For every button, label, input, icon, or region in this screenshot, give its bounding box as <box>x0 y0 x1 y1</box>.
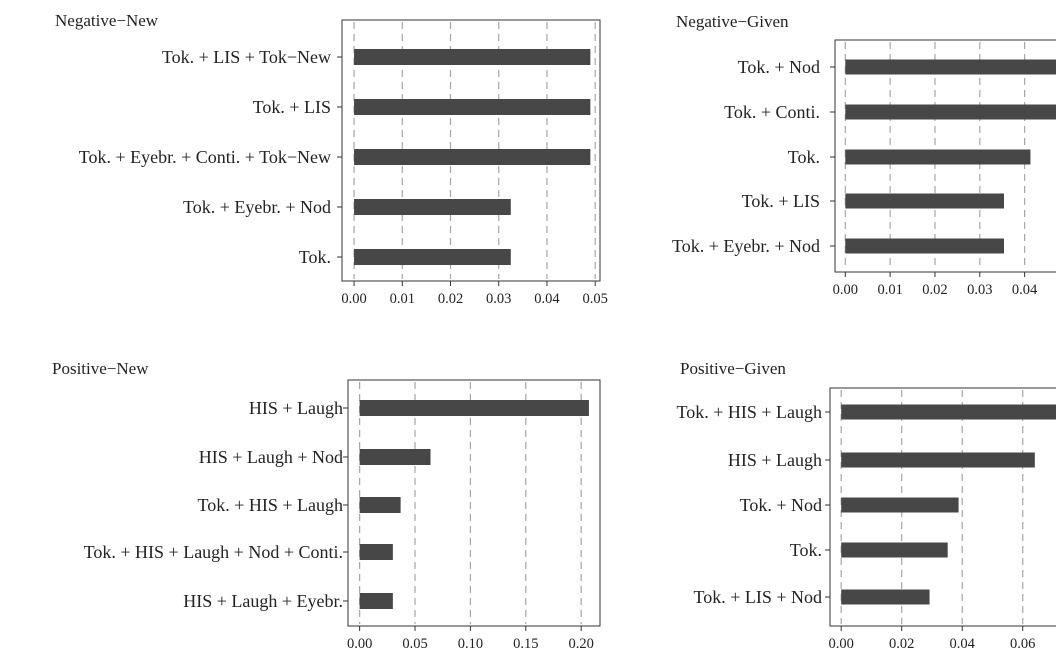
bar <box>841 589 930 605</box>
category-label: Tok. + HIS + Laugh + Nod + Conti. <box>84 542 343 562</box>
x-tick-label: 0.20 <box>568 636 593 652</box>
chart-title: Negative−New <box>55 11 159 30</box>
category-label: Tok. + Conti. <box>724 102 820 122</box>
category-label: HIS + Laugh + Eyebr. <box>183 591 343 611</box>
chart-panel-1: Negative−New 0.00 0.01 0.02 0.03 0.04 0.05 Tok.… <box>55 11 608 307</box>
x-tick-label: 0.02 <box>922 282 947 298</box>
x-tick-label: 0.15 <box>513 636 538 652</box>
bar <box>359 497 401 513</box>
category-label: Tok. + Eyebr. + Nod <box>183 197 331 217</box>
x-tick-label: 0.04 <box>950 636 976 652</box>
x-tick-label: 0.01 <box>877 282 902 298</box>
bar <box>841 452 1035 468</box>
bar <box>845 193 1004 209</box>
category-label: Tok. + HIS + Laugh <box>676 402 822 422</box>
x-tick-label: 0.02 <box>438 291 463 307</box>
bar <box>359 400 589 416</box>
category-label: Tok. + LIS <box>253 97 331 117</box>
x-tick-label: 0.00 <box>829 636 854 652</box>
x-tick-label: 0.04 <box>1012 282 1038 298</box>
bar <box>845 238 1004 254</box>
category-label: Tok. + Eyebr. + Conti. + Tok−New <box>79 147 331 167</box>
x-tick-label: 0.00 <box>833 282 858 298</box>
bar <box>359 449 431 465</box>
category-label: HIS + Laugh <box>249 398 343 418</box>
x-tick-label: 0.06 <box>1010 636 1035 652</box>
panel-border <box>829 387 1056 627</box>
bar <box>359 544 393 560</box>
panel-border <box>347 379 601 627</box>
category-label: Tok. + LIS + Tok−New <box>162 47 331 67</box>
category-label: Tok. + LIS + Nod <box>693 587 822 607</box>
category-label: Tok. <box>299 247 331 267</box>
panel-border <box>341 19 601 282</box>
chart-title: Positive−Given <box>680 359 786 378</box>
x-tick-label: 0.05 <box>402 636 427 652</box>
bar <box>845 104 1056 120</box>
x-tick-label: 0.10 <box>458 636 483 652</box>
x-tick-label: 0.00 <box>347 636 372 652</box>
chart-panel-4: Positive−Given 0.00 0.02 0.04 0.06 Tok. + HIS… <box>676 359 1056 652</box>
x-tick-label: 0.01 <box>390 291 415 307</box>
chart-panel-3: Positive−New 0.00 0.05 0.10 0.15 0.20 HIS + La… <box>52 359 601 652</box>
bar <box>354 249 511 265</box>
category-label: Tok. + Nod <box>738 57 820 77</box>
x-tick-label: 0.03 <box>486 291 511 307</box>
x-tick-label: 0.05 <box>582 291 607 307</box>
bar <box>359 593 393 609</box>
x-tick-label: 0.04 <box>534 291 560 307</box>
category-label: Tok. + Eyebr. + Nod <box>672 236 820 256</box>
bar <box>354 149 591 165</box>
category-label: HIS + Laugh + Nod <box>199 447 343 467</box>
category-label: Tok. + Nod <box>740 495 822 515</box>
category-label: Tok. <box>790 540 822 560</box>
bar <box>845 59 1056 75</box>
bar <box>841 404 1056 420</box>
bar <box>841 542 948 558</box>
x-tick-label: 0.03 <box>967 282 992 298</box>
category-label: HIS + Laugh <box>728 450 822 470</box>
category-label: Tok. <box>788 147 820 167</box>
category-label: Tok. + HIS + Laugh <box>197 495 343 515</box>
chart-title: Positive−New <box>52 359 149 378</box>
chart-title: Negative−Given <box>676 12 789 31</box>
bar <box>354 199 511 215</box>
bar <box>354 49 591 65</box>
panel-border <box>834 39 1056 273</box>
bar <box>354 99 591 115</box>
chart-panel-2: Negative−Given 0.00 0.01 0.02 0.03 0.04 Tok. +… <box>672 12 1056 298</box>
x-tick-label: 0.02 <box>889 636 914 652</box>
bar <box>841 497 959 513</box>
category-label: Tok. + LIS <box>742 191 820 211</box>
x-tick-label: 0.00 <box>341 291 366 307</box>
bar <box>845 149 1031 165</box>
